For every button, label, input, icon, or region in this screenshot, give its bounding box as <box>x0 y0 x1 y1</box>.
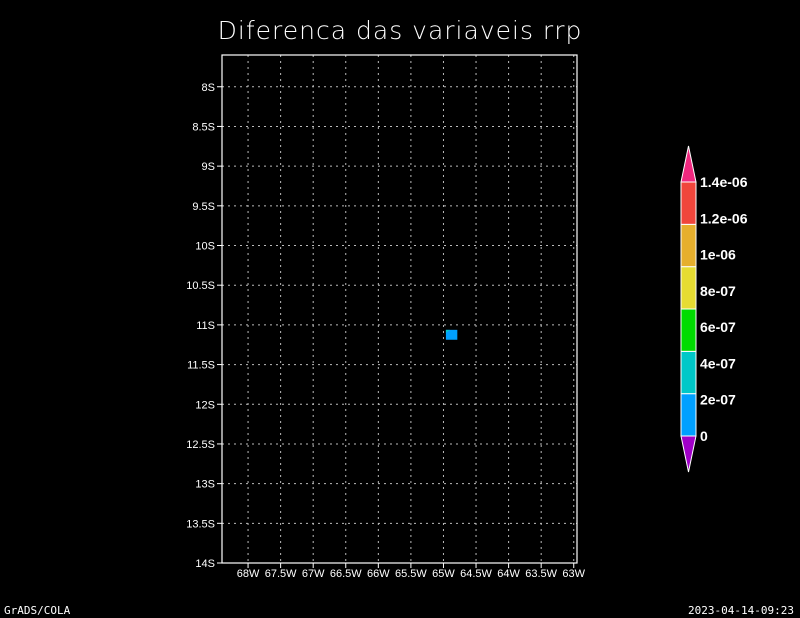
x-tick-label: 68W <box>237 568 260 580</box>
x-tick-label: 64.5W <box>460 568 492 580</box>
colorbar: 0 2e-07 4e-07 6e-07 8e-07 1e-06 1.2e-06 1.4e-06 <box>680 145 748 473</box>
x-axis: 68W 67.5W 67W 66.5W 66W 65.5W 65W 64.5W 64W 63.5W… <box>237 563 586 580</box>
footer-timestamp: 2023-04-14-09:23 <box>688 604 794 617</box>
colorbar-segment <box>680 266 697 310</box>
y-tick-label: 11S <box>196 320 215 332</box>
y-axis: 8S 8.5S 9S 9.5S 10S 10.5S 11S 11.5S 12S 12.5S 13S 1… <box>186 82 222 570</box>
data-cells <box>445 329 458 340</box>
colorbar-segment <box>680 223 697 268</box>
x-tick-label: 65.5W <box>395 568 427 580</box>
y-tick-label: 10S <box>195 241 215 253</box>
colorbar-label: 1.2e-06 <box>700 210 748 226</box>
y-tick-label: 11.5S <box>187 360 215 372</box>
colorbar-arrow-top <box>680 145 697 183</box>
colorbar-label: 1e-06 <box>700 247 736 263</box>
plot-frame <box>221 54 578 564</box>
colorbar-label: 6e-07 <box>700 319 736 335</box>
data-cell <box>445 329 458 340</box>
y-tick-label: 13S <box>195 479 215 491</box>
x-tick-label: 67.5W <box>265 568 297 580</box>
colorbar-label: 1.4e-06 <box>700 174 748 190</box>
y-tick-label: 12S <box>195 399 215 411</box>
y-tick-label: 14S <box>195 558 215 570</box>
y-tick-label: 9.5S <box>192 201 215 213</box>
y-tick-label: 10.5S <box>186 280 215 292</box>
x-tick-label: 65W <box>432 568 455 580</box>
x-tick-label: 64W <box>497 568 520 580</box>
y-tick-label: 8S <box>202 82 215 94</box>
y-tick-label: 8.5S <box>192 121 215 133</box>
colorbar-label: 4e-07 <box>700 355 736 371</box>
x-tick-label: 63.5W <box>525 568 557 580</box>
colorbar-label: 8e-07 <box>700 283 736 299</box>
x-tick-label: 63W <box>562 568 585 580</box>
colorbar-segment <box>680 393 697 437</box>
colorbar-segment <box>680 350 697 395</box>
grid-lines <box>222 55 577 564</box>
y-tick-label: 13.5S <box>186 518 215 530</box>
colorbar-segment <box>680 308 697 352</box>
colorbar-label: 0 <box>700 428 708 444</box>
x-tick-label: 66W <box>367 568 390 580</box>
colorbar-label: 2e-07 <box>700 392 736 408</box>
footer-credit: GrADS/COLA <box>4 604 71 617</box>
y-tick-label: 9S <box>202 161 215 173</box>
chart-title: Diferenca das variaveis rrp <box>217 16 583 45</box>
colorbar-arrow-bottom <box>680 435 697 473</box>
y-tick-label: 12.5S <box>186 439 215 451</box>
data-cell-edge <box>445 329 450 333</box>
x-tick-label: 66.5W <box>330 568 362 580</box>
colorbar-segment <box>680 181 697 225</box>
x-tick-label: 67W <box>302 568 325 580</box>
